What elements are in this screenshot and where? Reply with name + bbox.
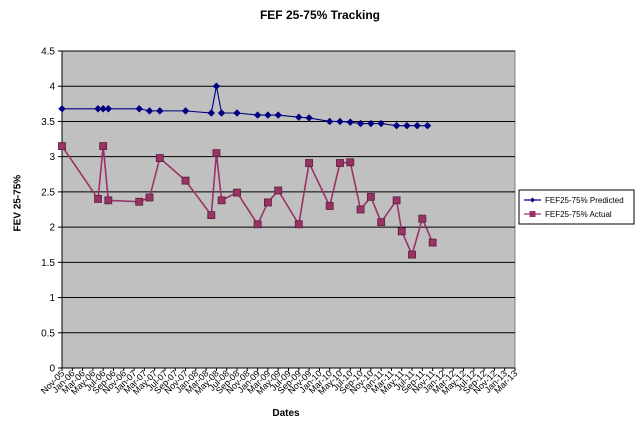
data-point-actual <box>145 193 154 202</box>
data-point-actual <box>428 238 437 247</box>
data-point-predicted <box>94 105 102 113</box>
data-point-predicted <box>264 111 272 119</box>
data-point-actual <box>233 188 241 197</box>
legend <box>518 189 635 225</box>
y-tick-label: 2.5 <box>41 187 55 198</box>
y-tick-label: 4.5 <box>41 47 55 58</box>
data-point-actual <box>104 196 113 205</box>
data-point-predicted <box>233 109 241 117</box>
data-point-predicted <box>156 107 164 115</box>
y-tick-label: 1 <box>49 293 55 304</box>
data-point-predicted <box>181 107 190 115</box>
data-point-predicted <box>346 118 354 126</box>
data-point-actual <box>217 196 226 205</box>
data-point-actual <box>207 211 216 220</box>
data-point-predicted <box>99 105 107 113</box>
y-tick-label: 0 <box>49 364 55 375</box>
data-point-predicted <box>253 111 262 119</box>
data-point-actual <box>346 158 355 167</box>
data-point-actual <box>181 176 190 185</box>
data-point-predicted <box>423 121 432 130</box>
data-point-predicted <box>392 121 401 130</box>
series-line-actual <box>61 145 434 257</box>
data-point-predicted <box>305 114 313 122</box>
data-point-actual <box>294 220 303 229</box>
y-tick-label: 2 <box>49 223 55 234</box>
chart-title: FEF 25-75% Tracking <box>259 8 381 22</box>
data-point-actual <box>212 149 221 158</box>
plot-area <box>61 50 516 369</box>
legend-label: FEF25-75% Actual <box>545 210 612 219</box>
x-axis-label: Dates <box>272 408 300 419</box>
y-tick-label: 4 <box>49 82 55 93</box>
data-point-actual <box>58 142 66 151</box>
data-point-predicted <box>207 109 215 117</box>
data-point-actual <box>155 154 164 162</box>
y-tick-label: 0.5 <box>41 328 55 339</box>
data-point-actual <box>253 220 262 229</box>
data-point-predicted <box>356 119 365 128</box>
data-point-actual <box>264 198 272 207</box>
data-point-predicted <box>135 105 143 113</box>
data-point-predicted <box>217 109 226 117</box>
legend-marker-diamond <box>530 197 535 203</box>
data-point-actual <box>356 205 365 214</box>
data-point-predicted <box>58 105 66 113</box>
legend-label: FEF25-75% Predicted <box>545 196 624 205</box>
data-point-predicted <box>145 107 154 115</box>
data-point-predicted <box>336 117 344 126</box>
data-point-actual <box>94 195 102 203</box>
data-point-actual <box>418 214 427 223</box>
data-point-predicted <box>274 111 282 119</box>
data-point-actual <box>325 202 334 210</box>
data-point-predicted <box>325 117 334 126</box>
data-point-predicted <box>367 119 375 128</box>
y-tick-label: 1.5 <box>41 258 55 269</box>
data-point-actual <box>408 250 416 259</box>
data-point-actual <box>274 186 283 195</box>
data-point-predicted <box>295 113 303 121</box>
y-tick-label: 3 <box>49 152 55 163</box>
data-point-actual <box>305 159 313 167</box>
data-point-actual <box>377 218 386 227</box>
data-point-predicted <box>377 119 385 128</box>
data-point-actual <box>336 159 344 167</box>
legend-marker-square <box>529 211 536 217</box>
data-point-actual <box>135 197 144 206</box>
data-point-actual <box>397 227 406 236</box>
data-point-predicted <box>403 121 411 130</box>
data-point-predicted <box>104 105 113 113</box>
data-point-predicted <box>212 82 221 90</box>
data-point-actual <box>99 142 108 151</box>
data-point-actual <box>366 192 375 201</box>
y-tick-label: 3.5 <box>41 117 55 128</box>
data-point-actual <box>392 196 401 205</box>
data-point-predicted <box>413 121 421 130</box>
